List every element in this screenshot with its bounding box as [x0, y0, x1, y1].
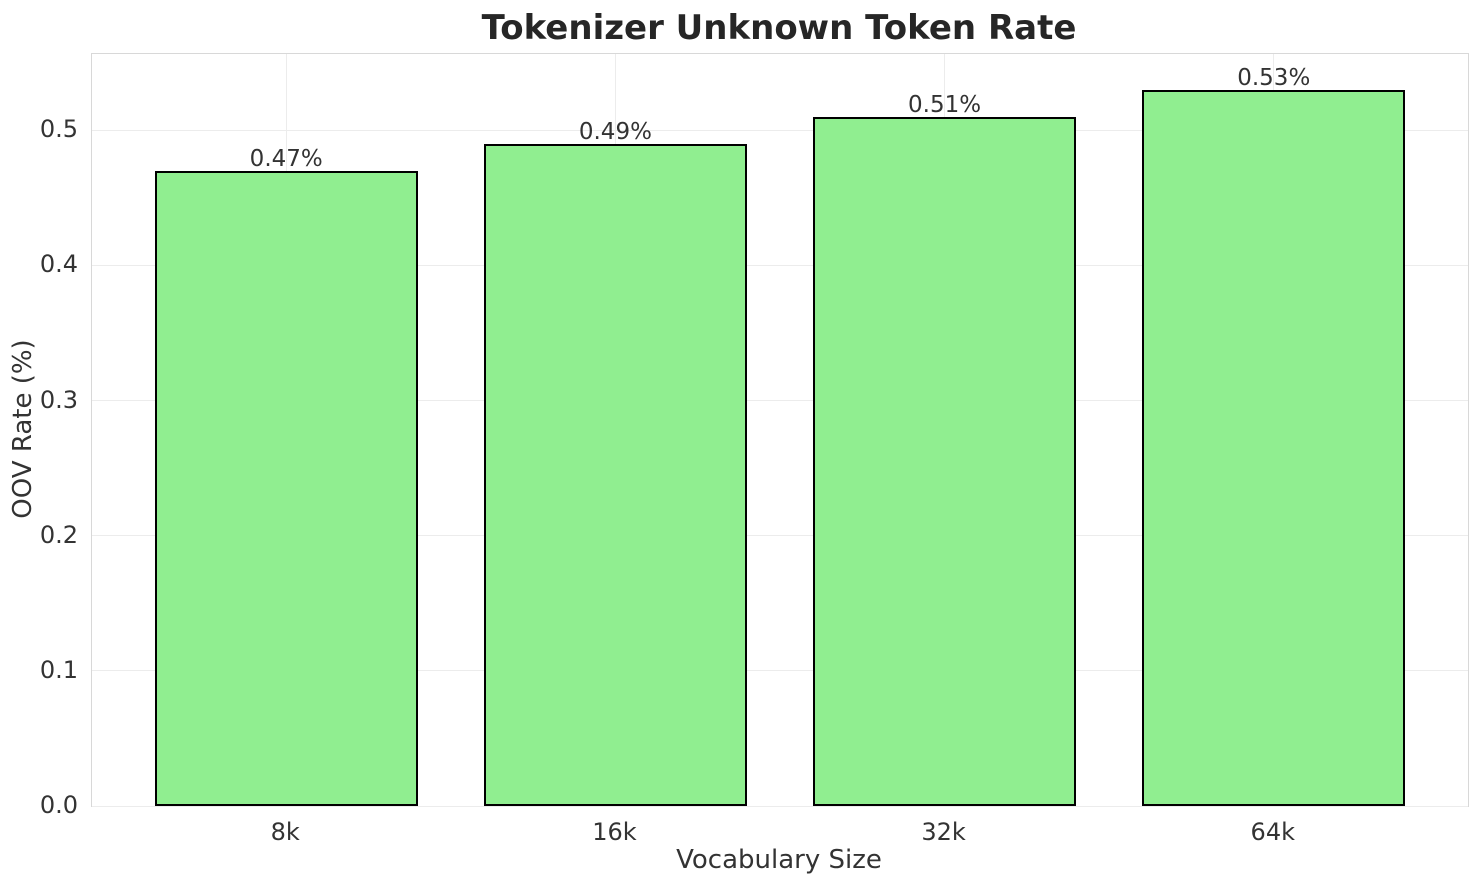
y-tick-label: 0.0: [39, 791, 78, 819]
y-axis-label: OOV Rate (%): [8, 339, 38, 519]
bar-64k: [1142, 89, 1406, 806]
bar-16k: [483, 143, 748, 806]
plot-area: 0.47% 0.49% 0.51% 0.53%: [91, 53, 1469, 807]
bar-value-label: 0.51%: [908, 91, 982, 118]
x-tick-label: 16k: [592, 818, 637, 846]
bar-value-label: 0.49%: [578, 118, 652, 145]
x-axis-label: Vocabulary Size: [676, 845, 882, 875]
horizontal-gridline: [92, 535, 1468, 537]
y-tick-label: 0.4: [39, 250, 78, 279]
bar-32k: [812, 116, 1077, 806]
bar-value-label: 0.53%: [1237, 64, 1311, 91]
x-tick-label: 8k: [270, 818, 300, 846]
bar-8k: [154, 170, 418, 806]
x-tick-label: 32k: [921, 818, 966, 846]
horizontal-gridline: [92, 129, 1468, 131]
x-tick-label: 64k: [1250, 818, 1295, 846]
horizontal-gridline: [92, 670, 1468, 672]
chart-title: Tokenizer Unknown Token Rate: [481, 8, 1077, 48]
horizontal-gridline: [92, 264, 1468, 266]
horizontal-gridline: [92, 805, 1468, 807]
bar-value-label: 0.47%: [249, 145, 323, 172]
y-tick-label: 0.3: [39, 385, 78, 414]
y-tick-label: 0.5: [39, 115, 78, 144]
y-tick-label: 0.2: [39, 520, 78, 549]
y-tick-label: 0.1: [39, 655, 78, 684]
horizontal-gridline: [92, 400, 1468, 402]
